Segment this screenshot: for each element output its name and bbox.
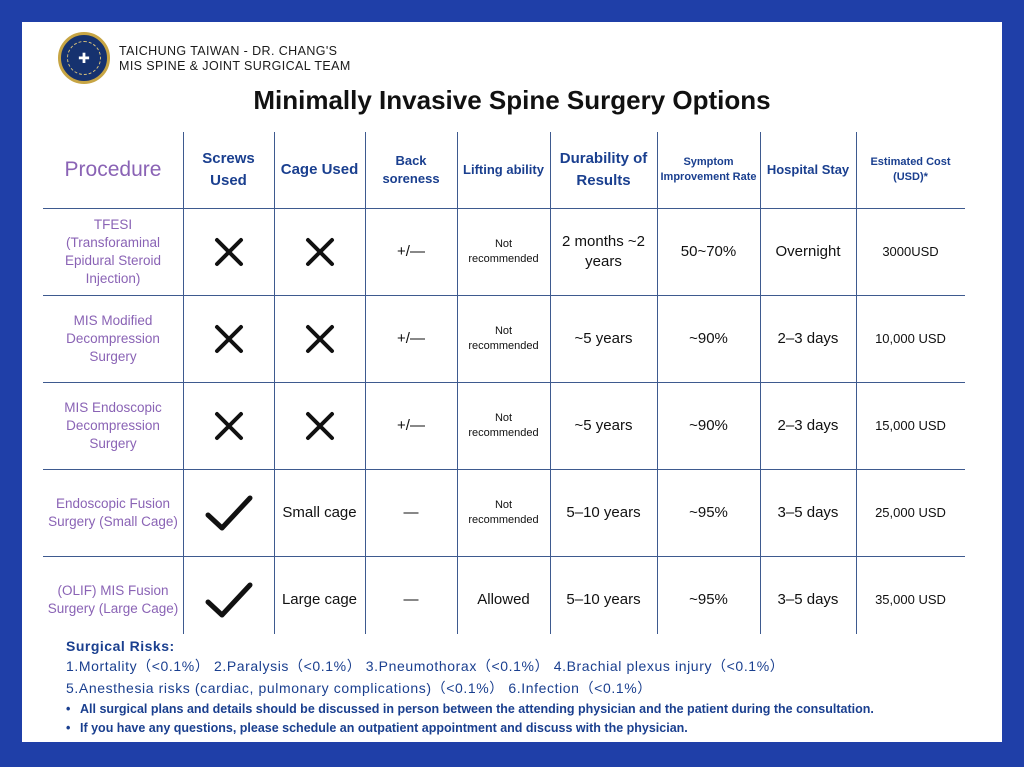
bullet-icon: • — [66, 721, 71, 735]
note-item: • All surgical plans and details should … — [66, 700, 986, 719]
screws-cell — [183, 295, 274, 382]
cage-cell: Large cage — [281, 590, 358, 608]
column-divider — [274, 132, 275, 634]
page-title: Minimally Invasive Spine Surgery Options — [253, 85, 771, 115]
cage-cell: Small cage — [282, 503, 357, 521]
hospital-stay-cell: Overnight — [775, 242, 841, 260]
spine-emblem-icon: ✚ — [67, 41, 101, 75]
procedure-cell: MIS Endoscopic Decompression Surgery — [64, 399, 162, 451]
cost-cell: 35,000 USD — [875, 592, 946, 607]
cross-icon — [304, 323, 336, 355]
procedure-cell: TFESI (Transforaminal Epidural Steroid I… — [64, 216, 162, 286]
improvement-cell: ~90% — [689, 416, 728, 434]
column-divider — [760, 132, 761, 634]
note-item: • If you have any questions, please sche… — [66, 719, 986, 738]
cross-icon — [213, 323, 245, 355]
risks-line-1: 1.Mortality（<0.1%） 2.Paralysis（<0.1%） 3.… — [66, 658, 785, 674]
risks-line-2: 5.Anesthesia risks (cardiac, pulmonary c… — [66, 680, 652, 696]
back-soreness-cell: — — [403, 503, 419, 521]
cost-cell: 25,000 USD — [875, 505, 946, 520]
table-row: Endoscopic Fusion Surgery (Small Cage) Sm… — [43, 469, 965, 557]
back-soreness-cell: +/— — [397, 416, 425, 434]
lifting-cell: Not recommended — [468, 237, 539, 265]
col-screws: Screws Used — [202, 150, 255, 189]
col-back-soreness: Back soreness — [382, 153, 440, 186]
risks-title: Surgical Risks: — [66, 638, 175, 654]
lifting-cell: Allowed — [477, 590, 530, 608]
column-divider — [550, 132, 551, 634]
lifting-cell: Not recommended — [468, 498, 539, 526]
cage-cell — [274, 208, 365, 295]
brand-text: TAICHUNG TAIWAN - DR. CHANG'S MIS SPINE … — [119, 44, 351, 74]
brand-line-1: TAICHUNG TAIWAN - DR. CHANG'S — [119, 44, 338, 58]
note-text: All surgical plans and details should be… — [80, 702, 874, 716]
improvement-cell: 50~70% — [680, 242, 737, 260]
improvement-cell: ~95% — [689, 503, 728, 521]
cost-cell: 10,000 USD — [875, 331, 946, 346]
screws-cell — [183, 469, 274, 556]
cage-cell — [274, 295, 365, 382]
screws-cell — [183, 208, 274, 295]
check-icon — [204, 493, 254, 533]
column-divider — [856, 132, 857, 634]
brand-line-2: MIS SPINE & JOINT SURGICAL TEAM — [119, 59, 351, 73]
notes-list: • All surgical plans and details should … — [66, 700, 986, 738]
lifting-cell: Not recommended — [468, 324, 539, 352]
info-card: ✚ TAICHUNG TAIWAN - DR. CHANG'S MIS SPIN… — [22, 22, 1002, 742]
note-text: If you have any questions, please schedu… — [80, 721, 688, 735]
col-procedure: Procedure — [64, 158, 162, 181]
screws-cell — [183, 556, 274, 643]
hospital-stay-cell: 3–5 days — [777, 590, 839, 608]
column-divider — [657, 132, 658, 634]
col-improvement: Symptom Improvement Rate — [660, 156, 757, 183]
table-row: TFESI (Transforaminal Epidural Steroid I… — [43, 208, 965, 296]
procedure-cell: Endoscopic Fusion Surgery (Small Cage) — [48, 495, 178, 529]
col-hospital-stay: Hospital Stay — [766, 162, 850, 177]
cross-icon — [304, 410, 336, 442]
col-lifting: Lifting ability — [463, 162, 544, 177]
cross-icon — [213, 236, 245, 268]
table-row: MIS Modified Decompression Surgery +/— Not… — [43, 295, 965, 383]
procedure-cell: MIS Modified Decompression Surgery — [66, 312, 160, 364]
col-cage: Cage Used — [280, 161, 359, 178]
hospital-stay-cell: 3–5 days — [777, 503, 839, 521]
durability-cell: ~5 years — [574, 416, 633, 434]
cage-cell — [274, 382, 365, 469]
back-soreness-cell: — — [403, 590, 419, 608]
comparison-table: Procedure Screws Used Cage Used Back sorene… — [43, 132, 965, 634]
cross-icon — [213, 410, 245, 442]
cost-cell: 3000USD — [882, 244, 939, 259]
col-cost: Estimated Cost (USD)* — [870, 156, 951, 183]
back-soreness-cell: +/— — [397, 329, 425, 347]
improvement-cell: ~90% — [689, 329, 728, 347]
lifting-cell: Not recommended — [468, 411, 539, 439]
table-header-row: Procedure Screws Used Cage Used Back sorene… — [43, 132, 965, 209]
table-row: (OLIF) MIS Fusion Surgery (Large Cage) La… — [43, 556, 965, 643]
table-row: MIS Endoscopic Decompression Surgery +/— N… — [43, 382, 965, 470]
column-divider — [183, 132, 184, 634]
hospital-stay-cell: 2–3 days — [777, 329, 839, 347]
bullet-icon: • — [66, 702, 71, 716]
improvement-cell: ~95% — [689, 590, 728, 608]
hospital-stay-cell: 2–3 days — [777, 416, 839, 434]
back-soreness-cell: +/— — [397, 242, 425, 260]
durability-cell: 5–10 years — [566, 590, 641, 608]
cross-icon — [304, 236, 336, 268]
column-divider — [457, 132, 458, 634]
durability-cell: 5–10 years — [566, 503, 641, 521]
durability-cell: ~5 years — [574, 329, 633, 347]
cost-cell: 15,000 USD — [875, 418, 946, 433]
col-durability: Durability of Results — [559, 150, 648, 189]
durability-cell: 2 months ~2 years — [562, 232, 645, 270]
surgical-risks: Surgical Risks: 1.Mortality（<0.1%） 2.Par… — [66, 638, 986, 698]
check-icon — [204, 580, 254, 620]
screws-cell — [183, 382, 274, 469]
procedure-cell: (OLIF) MIS Fusion Surgery (Large Cage) — [47, 582, 179, 616]
column-divider — [365, 132, 366, 634]
clinic-seal-icon: ✚ — [58, 32, 110, 84]
